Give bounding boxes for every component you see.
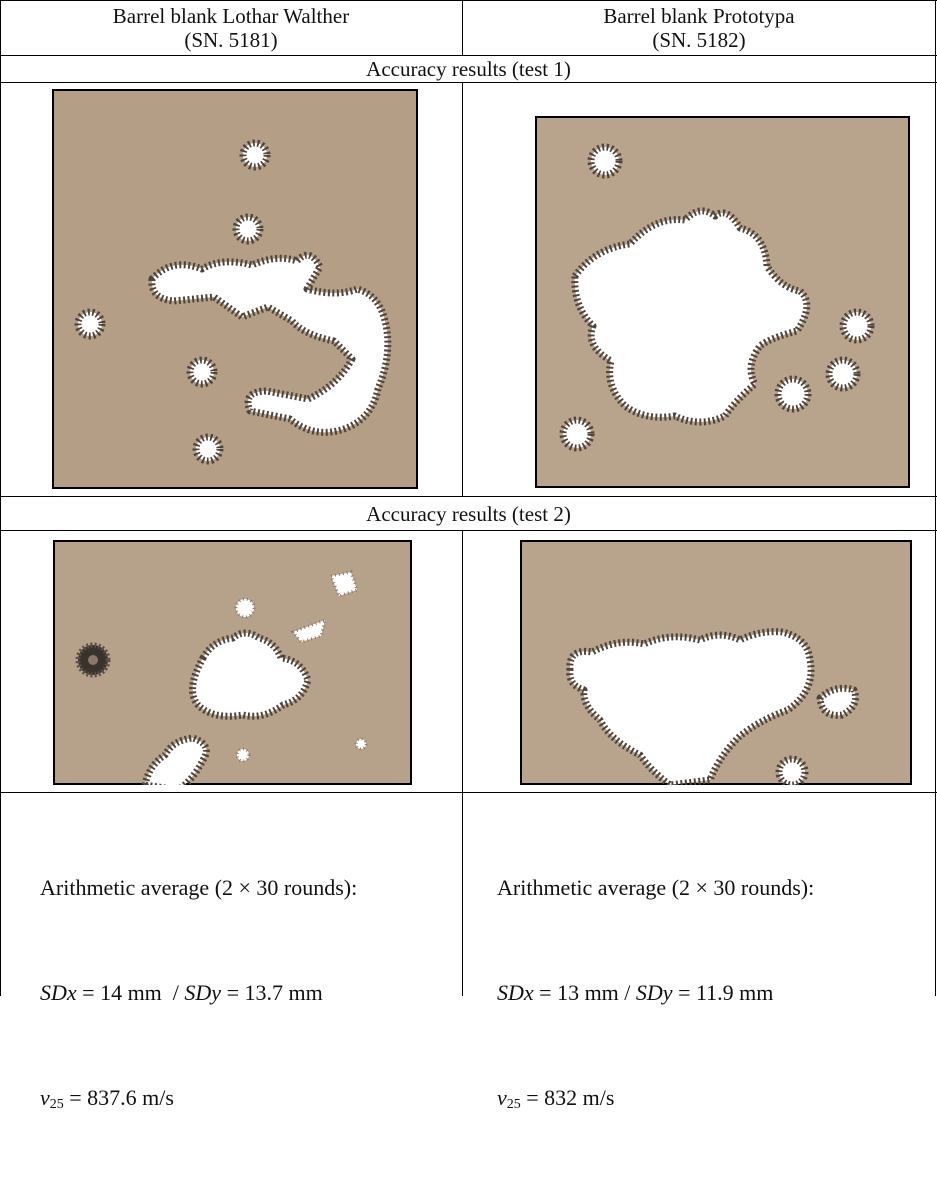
- column-line: [462, 82, 463, 496]
- velocity-line: v25 = 832 m/s: [497, 1080, 814, 1115]
- sd-symbol: SDx: [40, 980, 77, 1005]
- row-line: [0, 496, 937, 497]
- velocity-symbol: v: [40, 1085, 50, 1110]
- sd-value: = 14 mm /: [76, 980, 185, 1005]
- header-line: Barrel blank Prototypa: [603, 4, 795, 28]
- page: Barrel blank Lothar Walther (SN. 5181) B…: [0, 0, 937, 1112]
- velocity-value: = 837.6 m/s: [63, 1085, 174, 1110]
- header-line: (SN. 5182): [652, 28, 746, 52]
- sd-symbol: SDx: [497, 980, 534, 1005]
- sd-line: SDx = 13 mm / SDy = 11.9 mm: [497, 975, 814, 1010]
- sd-symbol: SDy: [635, 980, 673, 1005]
- border: [0, 0, 1, 996]
- section-title: Accuracy results (test 2): [366, 502, 571, 526]
- velocity-line: v25 = 837.6 m/s: [40, 1080, 357, 1115]
- average-label: Arithmetic average (2 × 30 rounds):: [497, 875, 815, 900]
- row-line: [0, 82, 937, 83]
- velocity-symbol: v: [497, 1085, 507, 1110]
- row-line: [0, 530, 937, 531]
- border: [935, 0, 936, 996]
- column-line: [462, 530, 463, 996]
- result-cell: Arithmetic average (2 × 30 rounds): SDx …: [497, 800, 814, 1185]
- header-cell: Barrel blank Lothar Walther (SN. 5181): [0, 4, 462, 52]
- target-image: [535, 116, 910, 488]
- column-line: [462, 0, 463, 55]
- header-line: (SN. 5181): [184, 28, 278, 52]
- border: [0, 0, 937, 1]
- velocity-subscript: 25: [49, 1097, 64, 1112]
- target-image: [53, 540, 412, 785]
- row-line: [0, 55, 937, 56]
- velocity-value: = 832 m/s: [520, 1085, 615, 1110]
- sd-line: SDx = 14 mm / SDy = 13.7 mm: [40, 975, 357, 1010]
- velocity-subscript: 25: [506, 1097, 521, 1112]
- average-label: Arithmetic average (2 × 30 rounds):: [40, 875, 358, 900]
- result-cell: Arithmetic average (2 × 30 rounds): SDx …: [40, 800, 357, 1185]
- target-image: [52, 89, 418, 489]
- target-image: [520, 540, 912, 785]
- sd-value: = 11.9 mm: [672, 980, 774, 1005]
- sd-value: = 13 mm /: [533, 980, 636, 1005]
- sd-value: = 13.7 mm: [221, 980, 323, 1005]
- header-line: Barrel blank Lothar Walther: [112, 4, 350, 28]
- section-title: Accuracy results (test 1): [366, 57, 571, 81]
- sd-symbol: SDy: [184, 980, 222, 1005]
- header-cell: Barrel blank Prototypa (SN. 5182): [463, 4, 935, 52]
- row-line: [0, 792, 937, 793]
